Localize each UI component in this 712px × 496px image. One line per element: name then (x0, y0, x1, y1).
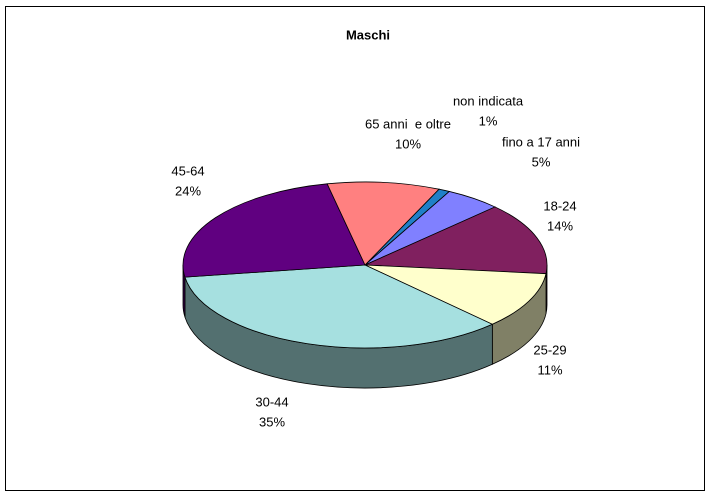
slice-value-label: 35% (259, 414, 285, 429)
slice-value-label: 11% (537, 362, 562, 377)
slice-value-label: 5% (532, 154, 551, 169)
slice-label: fino a 17 anni (502, 134, 580, 149)
slice-value-label: 24% (175, 183, 201, 198)
pie-slice (326, 181, 440, 266)
pie-slice (364, 264, 547, 325)
slice-value-label: 1% (479, 113, 498, 128)
pie-slice (364, 206, 548, 275)
slice-label: non indicata (453, 93, 524, 108)
slice-label: 18-24 (543, 198, 576, 213)
slice-value-label: 14% (547, 218, 573, 233)
slice-label: 30-44 (255, 394, 288, 409)
pie-slice (182, 183, 366, 278)
chart-title: Maschi (346, 27, 390, 42)
slice-label: 45-64 (171, 163, 204, 178)
slice-label: 25-29 (533, 342, 566, 357)
pie-slice (184, 264, 494, 349)
slice-value-label: 10% (395, 136, 421, 151)
slice-label: 65 anni e oltre (365, 116, 451, 131)
